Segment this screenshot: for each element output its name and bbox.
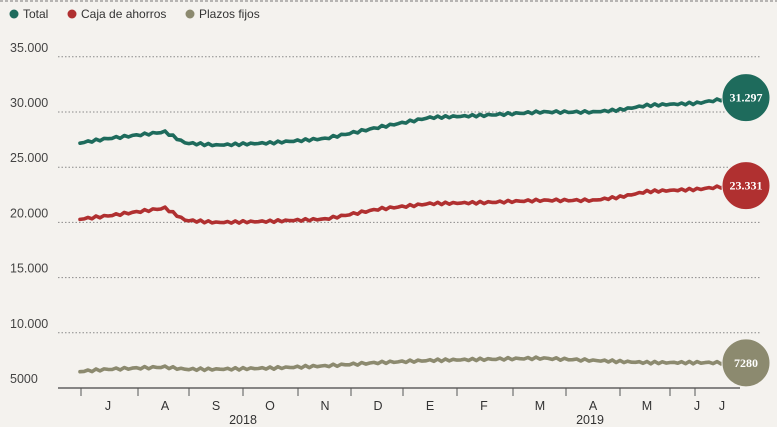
end-badge-label-0: 31.297	[730, 91, 763, 105]
series-line-2	[78, 355, 735, 374]
y-tick-label-5: 10.000	[10, 317, 48, 331]
x-tick-label-5: D	[373, 399, 382, 413]
y-tick-label-3: 20.000	[10, 206, 48, 220]
end-badge-label-1: 23.331	[730, 179, 763, 193]
y-tick-label-4: 15.000	[10, 262, 48, 276]
legend-label-0: Total	[23, 7, 48, 21]
x-tick-label-6: E	[426, 399, 434, 413]
series-lines	[78, 95, 735, 374]
legend-label-1: Caja de ahorros	[81, 7, 166, 21]
x-year-label-1: 2019	[576, 413, 604, 427]
x-tick-label-1: A	[161, 399, 170, 413]
series-line-1	[78, 183, 735, 225]
legend-swatch-2	[185, 9, 195, 19]
x-axis: J A S O N D E F M A M J J 2018 2019	[58, 387, 740, 427]
y-tick-label-2: 25.000	[10, 151, 48, 165]
y-tick-label-1: 30.000	[10, 96, 48, 110]
x-tick-label-7: F	[480, 399, 488, 413]
end-value-badges: 31.297 23.331 7280	[721, 73, 771, 388]
x-tick-label-8: M	[535, 399, 545, 413]
series-line-0	[78, 95, 735, 148]
legend-swatch-0	[9, 9, 19, 19]
end-badge-label-2: 7280	[734, 356, 758, 370]
y-tick-label-0: 35.000	[10, 41, 48, 55]
end-badge-0	[721, 73, 771, 123]
legend-swatch-1	[67, 9, 77, 19]
grid	[58, 56, 760, 334]
x-tick-label-10: M	[642, 399, 652, 413]
legend-label-2: Plazos fijos	[199, 7, 260, 21]
end-badge-2	[721, 338, 771, 388]
end-badge-1	[721, 161, 771, 211]
legend: Total Caja de ahorros Plazos fijos	[0, 0, 777, 21]
x-year-label-0: 2018	[229, 413, 257, 427]
x-tick-label-12: J	[719, 399, 725, 413]
x-tick-label-2: S	[212, 399, 220, 413]
x-tick-label-0: J	[105, 399, 111, 413]
y-axis-ticks: 35.000 30.000 25.000 20.000 15.000 10.000 5000	[10, 41, 48, 386]
x-tick-label-11: J	[694, 399, 700, 413]
x-tick-label-3: O	[265, 399, 275, 413]
y-tick-label-6: 5000	[10, 372, 38, 386]
x-tick-label-9: A	[589, 399, 598, 413]
x-tick-label-4: N	[320, 399, 329, 413]
